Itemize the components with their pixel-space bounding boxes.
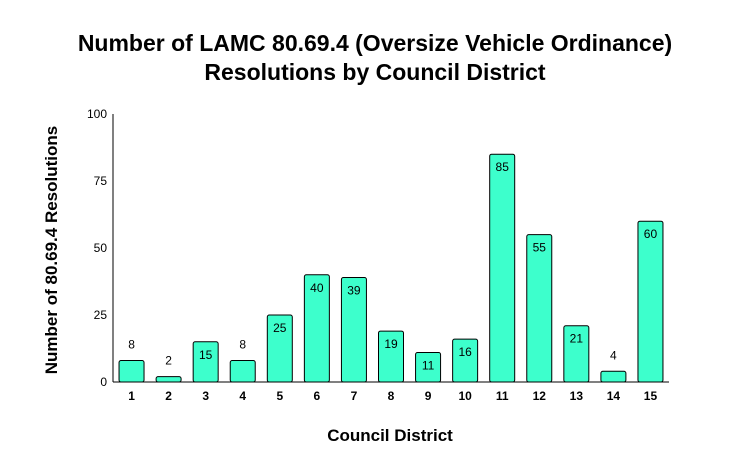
- y-tick-label: 25: [94, 308, 108, 322]
- x-axis-title: Council District: [327, 426, 453, 445]
- x-tick-label: 9: [425, 389, 432, 403]
- y-ticks: 0 25 50 75 100: [87, 107, 107, 389]
- y-tick-label: 100: [87, 107, 107, 121]
- x-tick-label: 4: [239, 389, 246, 403]
- bar-district-14: [600, 370, 627, 383]
- data-label-district-5: 25: [273, 321, 287, 335]
- bar-district-4: [229, 360, 256, 383]
- x-tick-label: 10: [458, 389, 472, 403]
- x-ticks: 1 2 3 4 5 6 7 8 9 10 11 12 13 14 15: [128, 389, 657, 403]
- data-label-district-6: 40: [310, 281, 324, 295]
- bar-district-15: [637, 220, 664, 383]
- data-label-district-2: 2: [165, 354, 172, 368]
- x-tick-label: 5: [276, 389, 283, 403]
- data-label-district-11: 85: [496, 160, 510, 174]
- bar-district-5: [266, 314, 293, 383]
- x-tick-label: 15: [644, 389, 658, 403]
- x-tick-label: 12: [533, 389, 547, 403]
- x-tick-label: 14: [607, 389, 621, 403]
- data-label-district-9: 11: [422, 359, 435, 373]
- chart-title-line-2: Resolutions by Council District: [204, 59, 546, 85]
- bars: 8 2 15 8 25 40 39 19 11 16 85 55 21 4 60: [118, 153, 664, 383]
- y-tick-label: 50: [94, 241, 108, 255]
- x-tick-label: 8: [388, 389, 395, 403]
- bar-district-12: [526, 234, 553, 383]
- bar-district-8: [378, 330, 404, 383]
- data-label-district-8: 19: [384, 337, 398, 351]
- x-tick-label: 1: [128, 389, 135, 403]
- data-label-district-4: 8: [239, 338, 246, 352]
- data-label-district-14: 4: [610, 348, 617, 362]
- bar-district-3: [192, 341, 219, 383]
- data-label-district-1: 8: [128, 338, 135, 352]
- data-label-district-10: 16: [458, 345, 472, 359]
- data-label-district-12: 55: [533, 241, 547, 255]
- x-tick-label: 3: [202, 389, 209, 403]
- x-tick-label: 2: [165, 389, 172, 403]
- y-tick-label: 0: [100, 375, 107, 389]
- data-label-district-7: 39: [347, 283, 361, 297]
- x-tick-label: 7: [351, 389, 358, 403]
- x-tick-label: 6: [314, 389, 321, 403]
- bar-district-2: [155, 376, 182, 383]
- bar-district-10: [452, 338, 479, 383]
- y-tick-label: 75: [94, 174, 108, 188]
- bar-district-6: [303, 274, 330, 383]
- bar-district-13: [563, 325, 590, 383]
- chart-title-line-1: Number of LAMC 80.69.4 (Oversize Vehicle…: [77, 30, 673, 56]
- x-tick-label: 13: [570, 389, 584, 403]
- bar-district-9: [415, 352, 442, 383]
- data-label-district-13: 21: [570, 332, 584, 346]
- data-label-district-15: 60: [644, 227, 658, 241]
- bar-district-7: [340, 276, 367, 383]
- data-label-district-3: 15: [199, 348, 213, 362]
- bar-district-1: [118, 360, 145, 383]
- x-tick-label: 11: [496, 389, 509, 403]
- bar-district-11: [489, 153, 516, 383]
